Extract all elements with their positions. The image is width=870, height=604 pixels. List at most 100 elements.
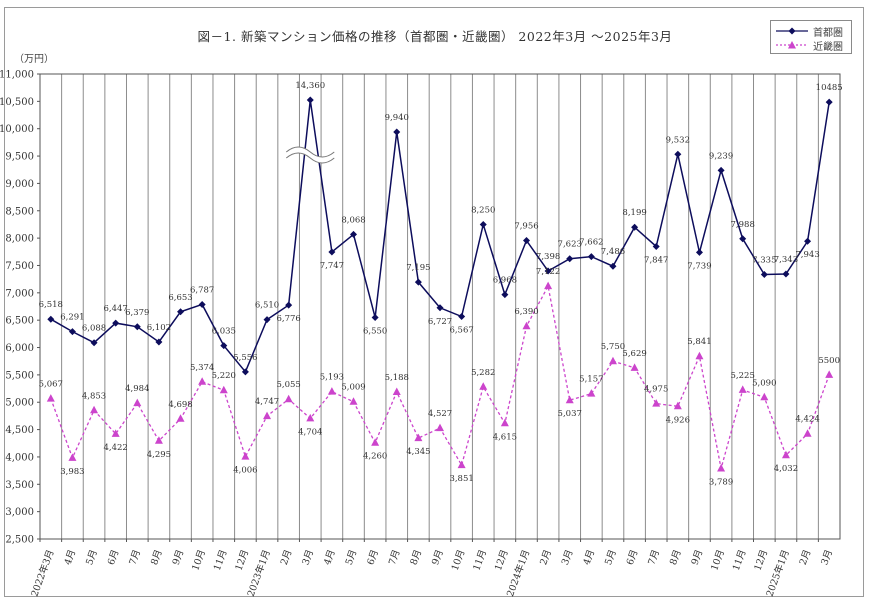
chart-title: 図－1. 新築マンション価格の推移（首都圏・近畿圏） 2022年3月 ～2025… xyxy=(197,29,673,44)
data-label: 9,239 xyxy=(709,151,733,161)
triangle-marker-icon xyxy=(436,423,444,432)
triangle-marker-icon xyxy=(392,387,401,395)
x-tick-label: 10月 xyxy=(709,548,727,572)
y-tick-label: 10,500 xyxy=(0,97,34,108)
diamond-marker-icon xyxy=(760,270,768,278)
triangle-marker-icon xyxy=(522,321,531,330)
x-tick-label: 10月 xyxy=(450,548,468,572)
x-tick-label: 9月 xyxy=(171,548,187,566)
x-tick-label: 8月 xyxy=(668,548,684,566)
y-tick-label: 11,000 xyxy=(0,70,34,81)
data-label: 7,847 xyxy=(644,255,668,265)
data-label: 7,335 xyxy=(752,255,776,265)
x-tick-label: 4月 xyxy=(63,548,79,566)
data-label: 5,220 xyxy=(212,371,236,381)
x-tick-label: 6月 xyxy=(365,548,381,566)
triangle-marker-icon xyxy=(263,411,272,420)
data-label: 8,068 xyxy=(341,215,365,225)
data-label: 4,422 xyxy=(104,443,128,453)
y-tick-label: 4,500 xyxy=(5,425,34,436)
triangle-marker-icon xyxy=(176,414,185,422)
x-tick-label: 4月 xyxy=(322,548,338,566)
data-label: 9,532 xyxy=(666,135,690,145)
diamond-marker-icon xyxy=(436,304,444,312)
diamond-marker-icon xyxy=(609,262,617,270)
data-label: 5,188 xyxy=(385,373,409,383)
diamond-marker-icon xyxy=(47,315,55,323)
data-label: 6,447 xyxy=(104,304,128,314)
x-tick-label: 7月 xyxy=(127,548,143,566)
data-label: 6,379 xyxy=(125,308,149,318)
data-label: 6,776 xyxy=(276,314,300,324)
diamond-marker-icon xyxy=(566,255,574,263)
diamond-marker-icon xyxy=(631,223,639,231)
data-label: 14,360 xyxy=(295,81,325,91)
triangle-marker-icon xyxy=(68,453,77,461)
data-label: 8,199 xyxy=(622,208,646,218)
x-tick-label: 8月 xyxy=(149,548,165,566)
diamond-marker-icon xyxy=(776,27,808,35)
y-tick-label: 6,500 xyxy=(5,316,34,327)
axis-break-mask xyxy=(284,147,337,163)
diamond-marker-icon xyxy=(501,291,509,299)
x-tick-label: 12月 xyxy=(752,548,770,572)
diamond-marker-icon xyxy=(155,338,163,346)
triangle-marker-icon xyxy=(760,392,769,401)
x-tick-label: 6月 xyxy=(106,548,122,566)
diamond-marker-icon xyxy=(393,128,401,136)
diamond-marker-icon xyxy=(198,300,206,308)
chart-frame xyxy=(4,7,864,597)
triangle-marker-icon xyxy=(284,394,293,403)
triangle-marker-icon xyxy=(241,452,250,460)
data-label: 5,193 xyxy=(320,373,344,383)
y-tick-label: 7,000 xyxy=(5,288,34,299)
triangle-marker-icon xyxy=(565,395,574,404)
data-label: 7,988 xyxy=(731,220,755,230)
diamond-marker-icon xyxy=(306,96,314,104)
y-tick-label: 6,000 xyxy=(5,343,34,354)
diamond-marker-icon xyxy=(479,220,487,228)
y-tick-label: 7,500 xyxy=(5,261,34,272)
x-tick-label: 2月 xyxy=(538,548,554,566)
y-tick-label: 9,000 xyxy=(5,179,34,190)
triangle-marker-icon xyxy=(587,389,596,397)
data-label: 5,841 xyxy=(687,337,711,347)
data-label: 5,009 xyxy=(341,383,365,393)
y-tick-label: 8,000 xyxy=(5,234,34,245)
data-label: 4,975 xyxy=(644,385,668,395)
data-label: 4,424 xyxy=(795,415,819,425)
data-label: 7,623 xyxy=(558,240,582,250)
plot-area xyxy=(39,73,841,540)
axis-break-icon xyxy=(285,146,335,158)
triangle-marker-icon xyxy=(371,438,380,446)
diamond-marker-icon xyxy=(90,339,98,347)
data-label: 7,943 xyxy=(795,250,819,260)
data-label: 5,090 xyxy=(752,378,776,388)
triangle-marker-icon xyxy=(198,377,207,385)
data-label: 4,704 xyxy=(298,427,322,437)
diamond-marker-icon xyxy=(263,316,271,324)
data-label: 4,006 xyxy=(233,466,257,476)
series-line-kinki xyxy=(50,284,830,469)
data-label: 6,653 xyxy=(168,293,192,303)
triangle-marker-icon xyxy=(803,429,812,437)
x-tick-label: 2022年3月 xyxy=(29,548,57,598)
x-tick-label: 7月 xyxy=(646,548,662,566)
data-label: 9,940 xyxy=(385,113,409,123)
data-label: 4,295 xyxy=(147,450,171,460)
triangle-marker-icon xyxy=(500,418,509,427)
diamond-marker-icon xyxy=(177,308,185,316)
diamond-marker-icon xyxy=(522,237,530,245)
triangle-marker-icon xyxy=(457,460,466,469)
x-tick-label: 6月 xyxy=(625,548,641,566)
x-tick-label: 10月 xyxy=(190,548,208,572)
y-tick-label: 9,500 xyxy=(5,152,34,163)
y-tick-label: 3,000 xyxy=(5,507,34,518)
data-label: 5,750 xyxy=(601,342,625,352)
data-label: 6,567 xyxy=(449,326,473,336)
y-tick-label: 5,000 xyxy=(5,398,34,409)
data-label: 3,789 xyxy=(709,477,733,487)
triangle-marker-icon xyxy=(90,405,99,414)
y-tick-label: 8,500 xyxy=(5,206,34,217)
